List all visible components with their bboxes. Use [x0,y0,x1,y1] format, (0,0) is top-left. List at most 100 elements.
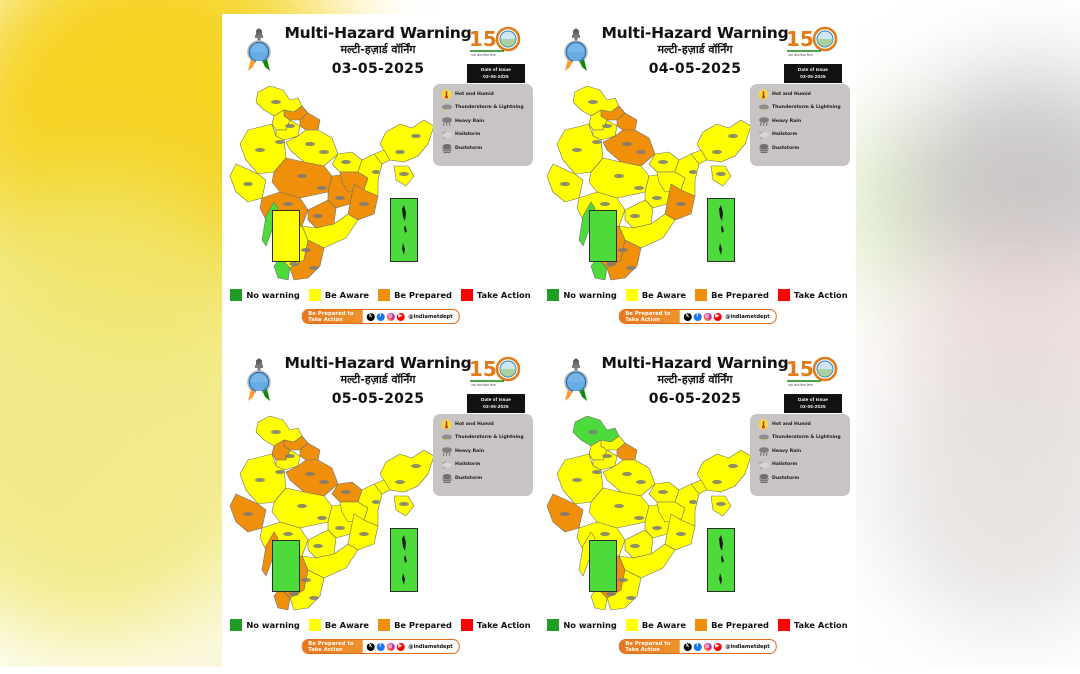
logo-150-icon: 15 भारत मौसम विज्ञान विभाग [786,356,838,387]
panel-date: 03-05-2025 [331,61,425,77]
panel-header: Multi-Hazard Warning मल्टी-हज़ार्ड वॉर्न… [222,344,539,416]
panel-day-2: Multi-Hazard Warning मल्टी-हज़ार्ड वॉर्न… [539,14,856,344]
hazard-row: Hot and Humid [433,418,533,432]
thunderstorm-lightning-icon [438,433,455,444]
hazard-row: Heavy Rain [750,115,850,129]
date-of-issue-label: Date of Issue [481,67,511,72]
hot-and-humid-icon [438,89,455,100]
date-of-issue-value: 03-05-2025 [483,73,509,79]
social-icons[interactable]: 𝕏 f ◎ ▶ [362,312,408,321]
instagram-icon[interactable]: ◎ [703,312,712,321]
youtube-icon[interactable]: ▶ [713,642,722,651]
map-region-ne-corridor [373,149,391,165]
legend-swatch [547,289,560,301]
hazard-label: Hailstorm [772,462,798,468]
facebook-icon[interactable]: f [376,312,385,321]
legend-swatch [230,619,243,631]
facebook-icon[interactable]: f [376,642,385,651]
title-hindi: मल्टी-हज़ार्ड वॉर्निंग [340,373,416,386]
hazard-label: Duststorm [455,475,483,481]
social-icons[interactable]: 𝕏 f ◎ ▶ [679,312,725,321]
inset-lakshadweep [589,210,617,262]
social-footer-bar[interactable]: Be Prepared to Take Action 𝕏 f ◎ ▶ @indi… [301,639,460,654]
svg-text:भारत मौसम विज्ञान विभाग: भारत मौसम विज्ञान विभाग [788,53,814,57]
map-region-kerala [273,257,291,281]
svg-text:15: 15 [786,357,814,381]
hazard-row: Thunderstorm & Lightning [433,432,533,446]
legend-swatch [308,289,321,301]
panel-header: Multi-Hazard Warning मल्टी-हज़ार्ड वॉर्न… [539,14,856,86]
hazard-row: Hailstorm [750,129,850,143]
inset-lakshadweep [272,540,300,592]
map-region-northeast [696,119,752,187]
severity-legend: No warning Be Aware Be Prepared Take Action [222,289,539,301]
hazard-label: Heavy Rain [455,118,485,124]
social-footer-bar[interactable]: Be Prepared to Take Action 𝕏 f ◎ ▶ @indi… [301,309,460,324]
legend-label: No warning [563,620,617,630]
instagram-icon[interactable]: ◎ [703,642,712,651]
hazard-label: Thunderstorm & Lightning [772,105,841,111]
title-english: Multi-Hazard Warning [601,354,789,372]
x-icon[interactable]: 𝕏 [683,312,692,321]
hazard-row: Hot and Humid [750,88,850,102]
india-warning-map[interactable] [228,80,443,285]
map-region-telangana [624,529,654,559]
map-region-uttar-pradesh [285,129,339,167]
legend-item-be-prepared: Be Prepared [378,619,452,631]
logo-150-icon: 15 भारत मौसम विज्ञान विभाग [469,356,521,387]
hazard-label: Heavy Rain [772,448,802,454]
inset-lakshadweep [589,540,617,592]
inset-andaman-nicobar [390,528,418,592]
youtube-icon[interactable]: ▶ [396,642,405,651]
hazard-symbol-key: Hot and Humid Thunderstorm & Lightning [750,84,850,166]
india-warning-map[interactable] [228,410,443,615]
legend-swatch [625,289,638,301]
india-warning-map[interactable] [545,410,760,615]
legend-item-take-action: Take Action [460,289,531,301]
panel-header: Multi-Hazard Warning मल्टी-हज़ार्ड वॉर्न… [539,344,856,416]
youtube-icon[interactable]: ▶ [396,312,405,321]
x-icon[interactable]: 𝕏 [366,642,375,651]
youtube-icon[interactable]: ▶ [713,312,722,321]
date-of-issue-value: 03-05-2025 [483,403,509,409]
hazard-label: Hot and Humid [772,91,811,97]
legend-swatch [777,619,790,631]
instagram-icon[interactable]: ◎ [386,312,395,321]
hazard-row: Thunderstorm & Lightning [433,102,533,116]
map-region-kerala [590,587,608,611]
logo-150-icon: 15 भारत मौसम विज्ञान विभाग [469,26,521,57]
hot-and-humid-icon [755,89,772,100]
panel-title-block: Multi-Hazard Warning मल्टी-हज़ार्ड वॉर्न… [278,354,478,407]
svg-text:भारत मौसम विज्ञान विभाग: भारत मौसम विज्ञान विभाग [471,53,497,57]
instagram-icon[interactable]: ◎ [386,642,395,651]
panel-map-body: Hot and Humid Thunderstorm & Lightning [539,84,856,286]
legend-item-be-aware: Be Aware [308,619,369,631]
x-icon[interactable]: 𝕏 [366,312,375,321]
legend-swatch [378,289,391,301]
logo-150-block: 15 भारत मौसम विज्ञान विभाग Date of Issue… [467,24,525,84]
map-region-ne-corridor [690,149,708,165]
social-footer-bar[interactable]: Be Prepared to Take Action 𝕏 f ◎ ▶ @indi… [618,309,777,324]
facebook-icon[interactable]: f [693,312,702,321]
hazard-label: Duststorm [772,145,800,151]
title-english: Multi-Hazard Warning [284,354,472,372]
warning-poster-card: Multi-Hazard Warning मल्टी-हज़ार्ड वॉर्न… [222,14,856,674]
social-handle: @indiametdept [408,313,453,320]
hazard-symbol-key: Hot and Humid Thunderstorm & Lightning [750,414,850,496]
hailstorm-icon [438,130,455,141]
hazard-label: Thunderstorm & Lightning [455,105,524,111]
x-icon[interactable]: 𝕏 [683,642,692,651]
india-warning-map[interactable] [545,80,760,285]
map-region-kerala [590,257,608,281]
legend-swatch [777,289,790,301]
hazard-label: Hailstorm [455,132,481,138]
social-footer-bar[interactable]: Be Prepared to Take Action 𝕏 f ◎ ▶ @indi… [618,639,777,654]
map-region-ne-corridor [690,479,708,495]
social-icons[interactable]: 𝕏 f ◎ ▶ [362,642,408,651]
facebook-icon[interactable]: f [693,642,702,651]
map-region-tamil-nadu [289,239,325,281]
heavy-rain-icon [438,116,455,127]
hazard-label: Hot and Humid [455,91,494,97]
legend-item-be-aware: Be Aware [308,289,369,301]
social-icons[interactable]: 𝕏 f ◎ ▶ [679,642,725,651]
